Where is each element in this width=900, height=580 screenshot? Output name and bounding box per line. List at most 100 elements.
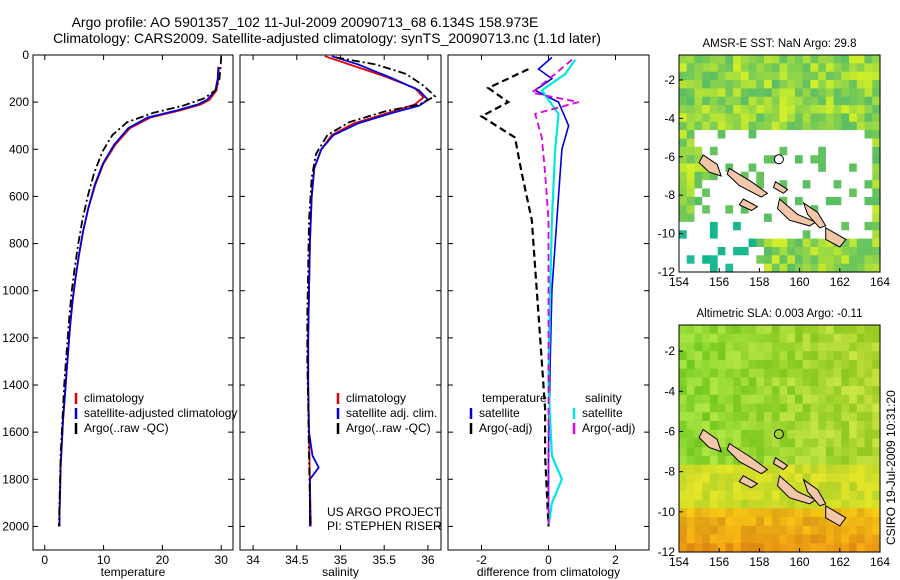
sst_map-float-marker <box>773 154 784 165</box>
sla_map-cell <box>717 368 726 378</box>
sla_map-cell <box>733 412 742 422</box>
sla_map-cell <box>872 359 881 370</box>
sla_map-cell <box>872 429 881 440</box>
sst_map-cell <box>872 255 881 265</box>
sst_map-cell <box>841 163 850 173</box>
sst_map-cell <box>825 196 835 206</box>
sst_map-cell <box>717 71 726 81</box>
sst_map-cell <box>864 213 873 223</box>
sst_map-cell <box>686 105 695 114</box>
sla_map-cell <box>787 351 796 361</box>
sst_map-cell <box>740 163 750 173</box>
sla_map-cell <box>679 499 688 509</box>
sst_map-cell <box>787 130 796 139</box>
sst_map-cell <box>795 121 804 131</box>
sla_map-cell <box>725 403 734 413</box>
sla_map-cell <box>849 377 858 387</box>
sst_map-cell <box>717 188 726 198</box>
sla_map-cell <box>795 368 804 378</box>
sst_map-cell <box>795 230 804 240</box>
sla_map-cell <box>733 351 742 361</box>
sst_map-cell <box>795 138 804 148</box>
sst_map-cell <box>787 221 796 231</box>
sst_map-cell <box>841 71 850 81</box>
sst_map-cell <box>679 63 688 73</box>
sla_map-cell <box>864 394 873 405</box>
sla_map-cell <box>795 342 804 352</box>
sla_map-cell <box>717 421 726 431</box>
sla_map-cell <box>841 351 850 361</box>
sla_map-frame <box>678 324 881 553</box>
sla_map-cell <box>841 525 850 536</box>
sla_map-cell <box>748 429 757 440</box>
sst_map-cell <box>771 230 781 240</box>
sst_map-cell <box>856 255 866 265</box>
sla_map-cell <box>709 499 719 509</box>
sla_map-cell <box>740 525 750 536</box>
sst_map-cell <box>864 238 873 248</box>
sst_map-cell <box>787 196 796 206</box>
sla_map-cell <box>702 368 711 378</box>
sla_map-cell <box>872 394 881 405</box>
sst_map-cell <box>771 96 781 106</box>
sst_map-cell <box>740 205 750 215</box>
sla_map-cell <box>679 447 688 457</box>
difference-xtick-label: 2 <box>612 553 619 567</box>
sla_map-cell <box>779 403 788 413</box>
sla_map-cell <box>849 368 858 378</box>
sst_map-cell <box>841 138 850 148</box>
sla_map-cell <box>818 359 827 370</box>
sst_map-cell <box>717 146 726 156</box>
sst_map-cell <box>787 171 796 181</box>
sst_map-cell <box>795 171 804 181</box>
sst_map-cell <box>787 55 796 64</box>
sla_map-cell <box>740 421 750 431</box>
sla_map-cell <box>717 508 726 518</box>
sla_map-cell <box>740 333 750 343</box>
sst_map-cell <box>787 155 796 165</box>
sst_map-cell <box>733 121 742 131</box>
sla_map-cell <box>841 499 850 509</box>
sst_map-cell <box>709 146 719 156</box>
sst_map-cell <box>702 255 711 265</box>
sst_map-cell <box>725 63 734 73</box>
sst_map-cell <box>872 180 881 190</box>
sst_map-cell <box>717 105 726 114</box>
sst_map-cell <box>841 171 850 181</box>
sst_map-cell <box>733 230 742 240</box>
sst_map-cell <box>872 263 881 273</box>
sla_map-cell <box>833 525 842 536</box>
sla_map-cell <box>756 394 765 405</box>
sst_map-cell <box>694 138 703 148</box>
temperature-legend-label: satellite-adjusted climatology <box>84 406 237 420</box>
sla_map-cell <box>686 456 695 466</box>
sst_map-cell <box>849 247 858 256</box>
sst_map-cell <box>756 221 765 231</box>
sla_map-xtick-label: 154 <box>669 555 689 569</box>
sla_map-cell <box>833 377 842 387</box>
sla_map-cell <box>841 482 850 492</box>
sla_map-cell <box>787 394 796 405</box>
sst_map-cell <box>717 63 726 73</box>
sst_map-cell <box>856 63 866 73</box>
sst_map-cell <box>779 55 788 64</box>
sst_map-cell <box>764 113 773 123</box>
sst_map-cell <box>841 263 850 273</box>
sla_map-cell <box>679 456 688 466</box>
sst_map-cell <box>856 71 866 81</box>
sst_map-cell <box>856 163 866 173</box>
sst_map-cell <box>771 71 781 81</box>
sla_map-cell <box>740 412 750 422</box>
sla_map-cell <box>733 490 742 501</box>
sla_map-cell <box>802 394 811 405</box>
sla_map-cell <box>795 403 804 413</box>
sla_map-cell <box>795 543 804 553</box>
sla_map-cell <box>779 359 788 370</box>
sst_map-cell <box>779 71 788 81</box>
sla_map-cell <box>864 464 873 474</box>
sst_map-cell <box>779 63 788 73</box>
sla_map-cell <box>709 464 719 474</box>
sst_map-cell <box>833 80 842 89</box>
sla_map-cell <box>833 490 842 501</box>
sst_map-cell <box>679 221 688 231</box>
